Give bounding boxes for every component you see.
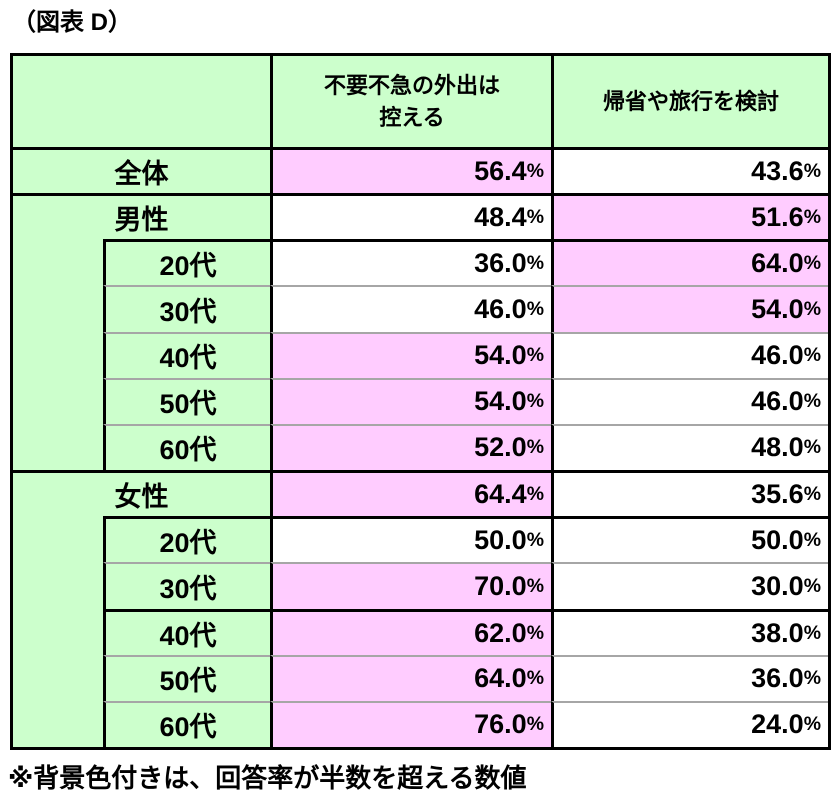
row-label-female-40s: 40代 (103, 608, 270, 655)
percent-sign: % (803, 621, 821, 644)
indent-spacer (13, 377, 103, 424)
percent-sign: % (803, 206, 821, 229)
cell-travel-value: 38.0% (551, 608, 828, 655)
indent-spacer (13, 516, 103, 563)
indent-spacer (13, 654, 103, 701)
header-corner-cell (13, 56, 270, 147)
percent-sign: % (803, 252, 821, 275)
cell-refrain-value: 54.0% (270, 377, 551, 424)
indent-spacer (13, 285, 103, 332)
percent-sign: % (803, 344, 821, 367)
percent-sign: % (803, 160, 821, 183)
cell-refrain-value: 48.4% (270, 193, 551, 240)
cell-travel-value: 35.6% (551, 470, 828, 517)
row-label-female: 女性 (13, 470, 270, 517)
indent-spacer (13, 700, 103, 747)
row-label-female-50s: 50代 (103, 654, 270, 701)
cell-refrain-value: 64.0% (270, 654, 551, 701)
percent-sign: % (526, 160, 544, 183)
row-label-male-40s: 40代 (103, 331, 270, 378)
cell-refrain-value: 46.0% (270, 285, 551, 332)
percent-sign: % (803, 529, 821, 552)
footnote: ※背景色付きは、回答率が半数を超える数値 (8, 763, 527, 793)
row-label-male-20s: 20代 (103, 239, 270, 286)
percent-sign: % (803, 483, 821, 506)
cell-travel-value: 50.0% (551, 516, 828, 563)
cell-refrain-value: 62.0% (270, 608, 551, 655)
col-header-refrain-outings: 不要不急の外出は 控える (270, 56, 551, 147)
row-label-male-60s: 60代 (103, 423, 270, 471)
cell-refrain-value: 54.0% (270, 331, 551, 378)
cell-refrain-value: 50.0% (270, 516, 551, 563)
percent-sign: % (803, 390, 821, 413)
row-label-female-30s: 30代 (103, 562, 270, 609)
percent-sign: % (803, 574, 821, 597)
indent-spacer (13, 608, 103, 655)
cell-travel-value: 54.0% (551, 285, 828, 332)
percent-sign: % (526, 344, 544, 367)
percent-sign: % (526, 390, 544, 413)
cell-travel-value: 24.0% (551, 700, 828, 747)
cell-travel-value: 51.6% (551, 193, 828, 240)
cell-travel-value: 43.6% (551, 147, 828, 194)
indent-spacer (13, 331, 103, 378)
percent-sign: % (526, 667, 544, 690)
percent-sign: % (526, 252, 544, 275)
cell-refrain-value: 52.0% (270, 423, 551, 471)
cell-refrain-value: 64.4% (270, 470, 551, 517)
percent-sign: % (803, 713, 821, 736)
cell-refrain-value: 76.0% (270, 700, 551, 747)
percent-sign: % (526, 574, 544, 597)
cell-travel-value: 46.0% (551, 331, 828, 378)
figure-label: （図表 D） (12, 9, 132, 36)
indent-spacer (13, 239, 103, 286)
percent-sign: % (526, 436, 544, 459)
row-label-female-60s: 60代 (103, 700, 270, 747)
percent-sign: % (526, 483, 544, 506)
cell-travel-value: 46.0% (551, 377, 828, 424)
indent-spacer (13, 562, 103, 609)
cell-travel-value: 36.0% (551, 654, 828, 701)
percent-sign: % (526, 298, 544, 321)
indent-spacer (13, 423, 103, 471)
cell-refrain-value: 56.4% (270, 147, 551, 194)
row-label-overall: 全体 (13, 147, 270, 194)
percent-sign: % (526, 206, 544, 229)
cell-travel-value: 48.0% (551, 423, 828, 471)
data-table: 不要不急の外出は 控える 帰省や旅行を検討 全体 56.4% 43.6% 男性 … (10, 53, 831, 750)
row-label-male: 男性 (13, 193, 270, 240)
cell-travel-value: 30.0% (551, 562, 828, 609)
percent-sign: % (803, 667, 821, 690)
col-header-consider-travel: 帰省や旅行を検討 (551, 56, 828, 147)
percent-sign: % (803, 436, 821, 459)
row-label-male-30s: 30代 (103, 285, 270, 332)
percent-sign: % (803, 298, 821, 321)
row-label-female-20s: 20代 (103, 516, 270, 563)
percent-sign: % (526, 529, 544, 552)
cell-refrain-value: 70.0% (270, 562, 551, 609)
row-label-male-50s: 50代 (103, 377, 270, 424)
percent-sign: % (526, 621, 544, 644)
percent-sign: % (526, 713, 544, 736)
cell-refrain-value: 36.0% (270, 239, 551, 286)
cell-travel-value: 64.0% (551, 239, 828, 286)
